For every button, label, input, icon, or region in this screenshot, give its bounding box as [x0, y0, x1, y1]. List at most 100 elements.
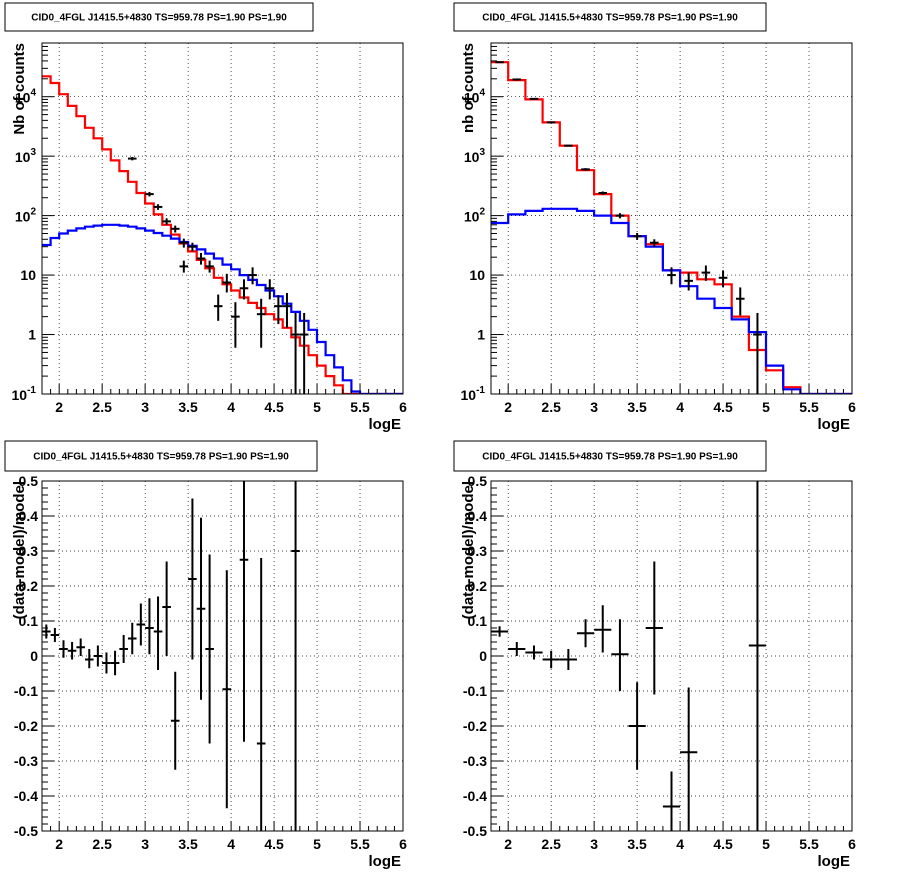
- data-point: [188, 242, 197, 252]
- y-axis-label: (data-model)/model: [11, 481, 28, 619]
- y-axis-label: (data-model)/model: [460, 481, 477, 619]
- data-point: [564, 144, 573, 147]
- data-point: [239, 481, 249, 742]
- data-point: [581, 168, 590, 171]
- data-point: [67, 642, 77, 660]
- model-histogram-total: [491, 61, 852, 394]
- data-point: [127, 156, 137, 161]
- data-point: [93, 645, 103, 667]
- data-point: [701, 265, 711, 281]
- data-point: [162, 561, 171, 656]
- x-tick-label: 5.5: [799, 399, 819, 415]
- chart-title-box: [453, 440, 767, 472]
- data-point: [205, 260, 214, 273]
- data-point: [748, 481, 767, 831]
- data-point: [680, 687, 698, 831]
- x-tick-label: 5: [313, 399, 321, 415]
- x-tick-label: 3: [590, 836, 598, 852]
- data-point: [162, 218, 171, 225]
- y-tick-label: 0.4: [468, 508, 488, 524]
- plot-area: [42, 75, 403, 394]
- x-tick-label: 5.5: [799, 836, 819, 852]
- x-tick-label: 4.5: [713, 836, 733, 852]
- plot-area: [491, 481, 767, 831]
- x-tick-label: 4: [676, 399, 684, 415]
- y-tick-label: -0.5: [463, 823, 487, 839]
- chart-title: CID0_4FGL J1415.5+4830 TS=959.78 PS=1.90…: [482, 452, 738, 463]
- data-point: [718, 270, 728, 288]
- chart-title-box: [453, 2, 767, 32]
- y-tick-label: -0.4: [14, 788, 38, 804]
- x-tick-label: 2: [55, 836, 63, 852]
- y-tick-label: 103: [464, 147, 486, 165]
- x-tick-label: 2.5: [92, 836, 112, 852]
- data-point: [645, 561, 663, 695]
- data-point: [256, 558, 266, 831]
- x-tick-label: 2.5: [541, 399, 561, 415]
- data-point: [495, 61, 504, 64]
- x-tick-label: 6: [848, 399, 856, 415]
- x-tick-label: 3.5: [178, 836, 198, 852]
- x-axis-label: logE: [818, 416, 851, 433]
- model-histogram-source: [491, 207, 852, 394]
- x-tick-label: 3.5: [627, 836, 647, 852]
- data-point: [594, 605, 612, 653]
- y-tick-label: 0.3: [19, 543, 39, 559]
- data-point: [213, 294, 223, 321]
- data-point: [282, 292, 292, 328]
- x-axis-label: logE: [369, 416, 402, 433]
- x-tick-label: 3.5: [627, 399, 647, 415]
- data-point: [611, 619, 629, 691]
- x-tick-label: 6: [848, 836, 856, 852]
- data-point: [491, 626, 509, 637]
- y-tick-label: -0.3: [463, 753, 487, 769]
- plot-frame: [41, 42, 404, 395]
- data-point: [222, 570, 232, 809]
- y-tick-label: 10: [469, 267, 485, 283]
- data-point: [127, 622, 137, 655]
- data-point: [299, 313, 309, 394]
- data-point: [110, 650, 120, 676]
- x-axis-label: logE: [369, 853, 402, 870]
- data-point: [179, 260, 189, 273]
- y-tick-label: 1: [28, 327, 36, 343]
- x-tick-label: 4: [227, 399, 235, 415]
- chart-title-box: [4, 440, 318, 472]
- y-tick-label: -0.1: [14, 683, 38, 699]
- data-point: [231, 302, 240, 348]
- data-point: [196, 517, 206, 700]
- y-tick-label: 103: [15, 147, 37, 165]
- x-tick-label: 2: [504, 399, 512, 415]
- data-point: [153, 204, 163, 210]
- x-tick-label: 3: [141, 836, 149, 852]
- y-tick-label: -0.3: [14, 753, 38, 769]
- data-point: [256, 298, 266, 348]
- chart-title: CID0_4FGL J1415.5+4830 TS=959.78 PS=1.90…: [33, 452, 289, 463]
- x-axis-label: logE: [818, 853, 851, 870]
- data-point: [662, 771, 681, 831]
- y-tick-label: 0: [479, 648, 487, 664]
- y-tick-label: -0.5: [14, 823, 38, 839]
- chart-title: CID0_4FGL J1415.5+4830 TS=959.78 PS=1.90…: [31, 13, 287, 24]
- x-tick-label: 2: [55, 399, 63, 415]
- data-point: [102, 652, 111, 674]
- x-tick-label: 4: [676, 836, 684, 852]
- data-point: [119, 635, 128, 663]
- data-point: [76, 638, 85, 656]
- y-tick-label: 102: [15, 207, 37, 225]
- data-point: [205, 554, 214, 744]
- x-tick-label: 5: [313, 836, 321, 852]
- y-axis-label: Nb of counts: [11, 43, 28, 135]
- chart-panel-4: CID0_4FGL J1415.5+4830 TS=959.78 PS=1.90…: [453, 440, 856, 870]
- data-point: [735, 287, 745, 316]
- data-point: [179, 238, 189, 248]
- chart-title: CID0_4FGL J1415.5+4830 TS=959.78 PS=1.90…: [482, 13, 738, 24]
- data-point: [274, 295, 283, 325]
- data-point: [559, 649, 577, 670]
- y-tick-label: 0.1: [468, 613, 488, 629]
- x-tick-label: 6: [399, 836, 407, 852]
- x-tick-label: 2.5: [92, 399, 112, 415]
- x-tick-label: 5: [762, 399, 770, 415]
- data-point: [615, 213, 625, 219]
- data-point: [512, 78, 522, 81]
